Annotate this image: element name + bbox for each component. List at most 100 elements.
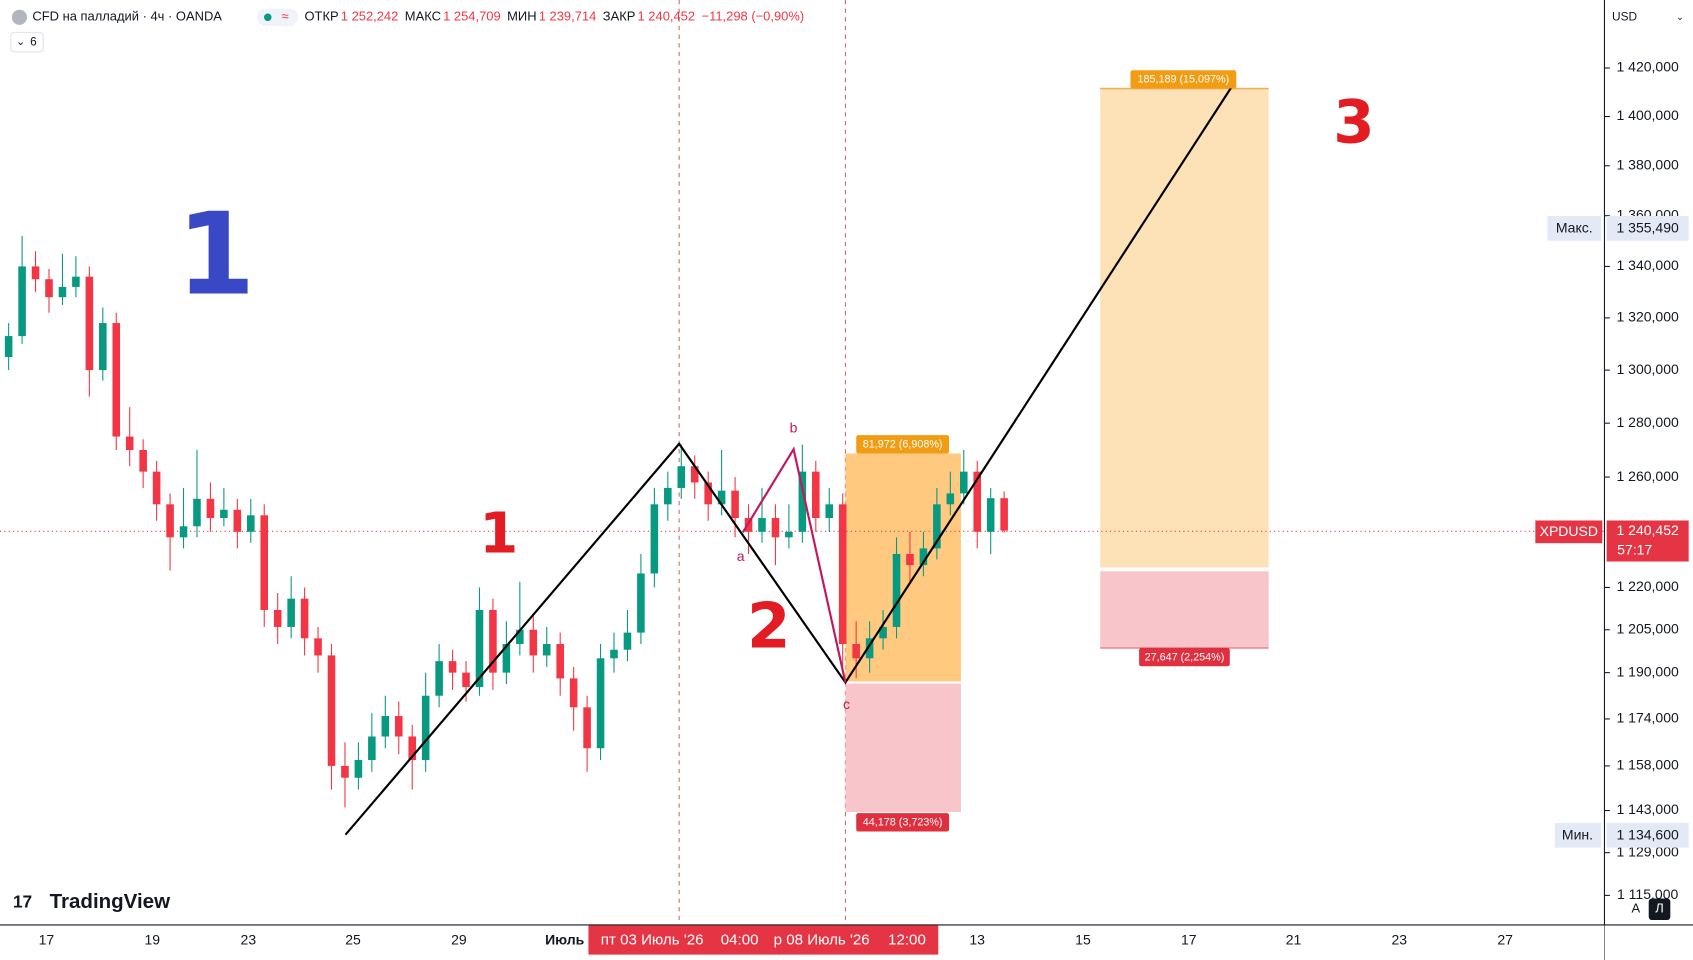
x-tick-label: 29 (451, 931, 467, 947)
candle-body (58, 286, 67, 298)
candle-body (798, 471, 807, 532)
candle-body (341, 765, 349, 778)
y-tick-label: 1 320,000 (1616, 309, 1679, 325)
profit-badge (856, 435, 950, 454)
stat-name: МИН (507, 9, 536, 24)
candle-body (973, 471, 982, 532)
min-badge (1554, 822, 1602, 848)
candle-body (421, 695, 430, 761)
candle-body (152, 471, 161, 505)
candle-body (31, 266, 40, 280)
chevron: ⌄ (16, 36, 25, 48)
x-tick-label: 21 (1286, 931, 1302, 947)
max-value: 1 355,490 (1616, 220, 1679, 236)
candle-body (596, 658, 605, 749)
candle-body (812, 471, 820, 519)
last-price-badge (1606, 520, 1689, 562)
stat-name: МАКС (405, 9, 441, 24)
candle-body (919, 548, 928, 566)
candle-body (368, 736, 376, 761)
profit-label: 185,189 (15,097%) (1138, 74, 1230, 86)
candle-body (906, 553, 914, 566)
auto-scale-button[interactable]: A (1631, 901, 1640, 916)
dropdown-arrow: ⌄ (1676, 12, 1684, 23)
candle-body (946, 493, 955, 505)
candle-body (220, 509, 228, 519)
y-tick-label: 1 143,000 (1616, 801, 1679, 817)
stat-name: ОТКР (304, 9, 338, 24)
indicators-toggle[interactable] (10, 31, 44, 53)
currency: USD (1612, 9, 1637, 23)
log-scale-button[interactable] (1648, 898, 1671, 921)
candle-body (650, 504, 659, 574)
candle-body (112, 323, 121, 437)
x-tick-label: Июль (545, 931, 585, 947)
y-tick-label: 1 280,000 (1616, 414, 1679, 430)
delay-icon: ≈ (281, 9, 288, 24)
candle-body (381, 716, 390, 737)
logo: TradingView (50, 890, 170, 913)
countdown: 57:17 (1617, 541, 1652, 557)
wave-label: 1 (479, 501, 518, 566)
x-tick-label: 19 (144, 931, 160, 947)
candle-body (865, 638, 874, 659)
profit-label: 81,972 (6,908%) (863, 439, 943, 451)
candle-body (72, 276, 80, 287)
y-tick-label: 1 158,000 (1616, 757, 1679, 773)
candle-body (18, 266, 26, 337)
candle-body (879, 626, 887, 639)
candle-body (300, 598, 309, 639)
stat-value: 1 239,714 (539, 9, 597, 24)
candle-body (690, 466, 699, 483)
log-scale-label: Л (1655, 901, 1663, 916)
loss-badge (856, 813, 950, 832)
candle-body (771, 518, 780, 538)
loss-label: 27,647 (2,254%) (1145, 651, 1225, 663)
y-tick-label: 1 340,000 (1616, 257, 1679, 273)
candle-body (542, 644, 551, 656)
candle-body (166, 504, 174, 538)
candle-body (139, 450, 147, 472)
y-tick-label: 1 420,000 (1616, 59, 1679, 75)
currency-dropdown[interactable] (1606, 5, 1688, 30)
market-open-dot (263, 13, 272, 22)
min-value: 1 134,600 (1616, 827, 1679, 843)
candle-body (287, 598, 295, 627)
candle-body (314, 638, 322, 656)
candle-body (569, 678, 578, 708)
crosshair-time: 12:00 (888, 932, 926, 949)
tv-icon: 17 (13, 891, 32, 911)
loss-badge (1139, 647, 1230, 667)
candles (4, 235, 1008, 808)
candle-body (704, 482, 712, 505)
candle-body (502, 644, 511, 673)
x-tick-label: 17 (1181, 931, 1197, 947)
crosshair-date: р 08 Июль '26 (774, 932, 870, 949)
y-tick-label: 1 220,000 (1616, 578, 1679, 594)
symbol-title[interactable]: CFD на палладий · 4ч · OANDA (32, 9, 222, 24)
candle-body (99, 323, 107, 371)
long-profit-zone (845, 453, 961, 683)
y-tick-label: 1 260,000 (1616, 468, 1679, 484)
indicator-count: 6 (30, 34, 37, 48)
wave-label: 2 (747, 590, 791, 663)
crosshair-badge (588, 925, 939, 955)
symbol-badge (1535, 520, 1603, 544)
x-tick-label: 17 (39, 931, 55, 947)
candle-body (986, 498, 995, 532)
candle-body (583, 707, 591, 749)
abc-line (741, 446, 847, 683)
x-tick-label: 27 (1497, 931, 1513, 947)
candle-body (206, 498, 215, 519)
price-axis (1604, 0, 1693, 960)
min-label: Мин. (1562, 827, 1593, 843)
candle-body (892, 553, 901, 627)
candle-body (260, 515, 269, 610)
candle-body (529, 629, 538, 656)
abc-label: b (790, 419, 798, 435)
candle-body (273, 609, 282, 627)
candle-body (193, 498, 201, 527)
candle-body (475, 609, 484, 688)
